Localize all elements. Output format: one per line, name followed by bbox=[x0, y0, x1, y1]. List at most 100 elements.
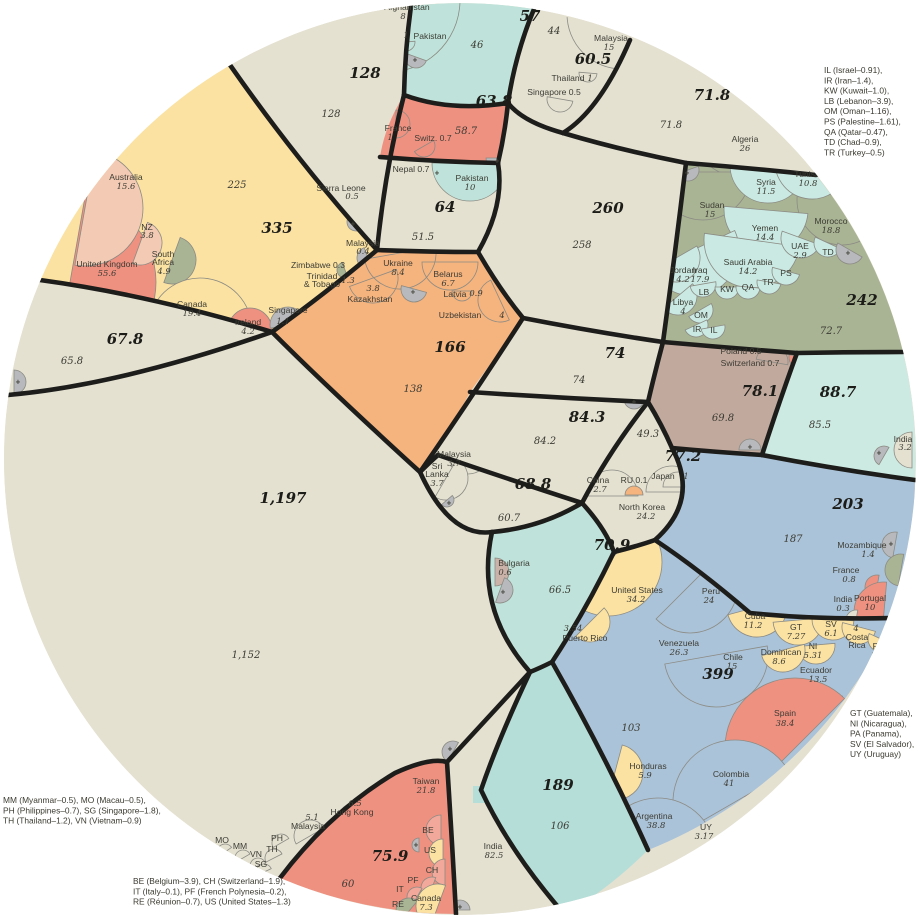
country-arc[interactable] bbox=[575, 607, 618, 650]
region-r-india[interactable] bbox=[447, 672, 565, 918]
label-subtotal: 66.5 bbox=[549, 585, 571, 596]
region-border bbox=[444, 669, 533, 765]
label-country: TH bbox=[266, 844, 277, 854]
label-country: Costa bbox=[846, 632, 869, 642]
country-arc[interactable] bbox=[431, 162, 508, 202]
country-arc[interactable] bbox=[269, 831, 290, 849]
label-total: 166 bbox=[434, 338, 466, 356]
country-arc[interactable] bbox=[441, 494, 457, 510]
region-r128[interactable] bbox=[230, 6, 411, 250]
country-arc[interactable] bbox=[545, 96, 574, 114]
label-country: 3.7 bbox=[430, 478, 444, 488]
region-r166[interactable] bbox=[272, 250, 523, 472]
region-r260[interactable] bbox=[478, 103, 686, 342]
region-border bbox=[417, 469, 495, 535]
label-country: 6.7 bbox=[441, 278, 455, 288]
label-country: 10 bbox=[465, 182, 476, 192]
country-arc[interactable] bbox=[735, 285, 761, 300]
country-arc[interactable] bbox=[851, 579, 888, 641]
label-country: 2.5 bbox=[870, 650, 884, 660]
label-country: 0.6 bbox=[498, 567, 512, 577]
country-arc[interactable] bbox=[880, 530, 898, 559]
region-border bbox=[611, 537, 658, 555]
country-arc[interactable] bbox=[755, 279, 782, 296]
teal-notch bbox=[473, 786, 508, 803]
country-arc[interactable] bbox=[882, 551, 905, 587]
label-country: Canada bbox=[411, 893, 441, 903]
region-r57[interactable] bbox=[404, 3, 534, 107]
region-r71-8[interactable] bbox=[563, 40, 816, 175]
label-total: 203 bbox=[831, 495, 863, 513]
region-border bbox=[683, 160, 819, 178]
country-arc[interactable] bbox=[413, 139, 439, 162]
country-arc[interactable] bbox=[451, 290, 473, 302]
country-arc[interactable] bbox=[421, 261, 479, 291]
country-arc[interactable] bbox=[769, 266, 801, 288]
legend-line: IL (Israel–0.91), bbox=[824, 65, 882, 75]
country-arc[interactable] bbox=[495, 577, 517, 607]
legend-line: IR (Iran–1.4), bbox=[824, 75, 873, 85]
region-border bbox=[660, 160, 689, 345]
label-subtotal: 44 bbox=[547, 26, 561, 37]
country-arc[interactable] bbox=[348, 268, 406, 310]
label-country: 18.8 bbox=[822, 225, 841, 235]
country-arc[interactable] bbox=[893, 431, 913, 469]
country-arc[interactable] bbox=[578, 71, 598, 83]
label-country: 4.2 bbox=[675, 274, 689, 284]
country-arc[interactable] bbox=[471, 279, 510, 329]
label-country: 82.5 bbox=[485, 850, 504, 860]
region-r60-5[interactable] bbox=[508, 9, 630, 133]
region-r77-2[interactable] bbox=[582, 402, 683, 552]
country-arc[interactable] bbox=[738, 438, 762, 451]
region-arcs-r70-9 bbox=[494, 557, 517, 607]
country-arc[interactable] bbox=[410, 878, 447, 918]
label-total: 63.8 bbox=[476, 92, 513, 110]
country-arc[interactable] bbox=[645, 465, 698, 493]
country-arc[interactable] bbox=[775, 230, 821, 263]
country-arc[interactable] bbox=[398, 285, 428, 305]
region-r78-1[interactable] bbox=[648, 342, 797, 455]
country-arc[interactable] bbox=[262, 846, 283, 863]
label-country: Iraq bbox=[693, 265, 708, 275]
label-country: 0.9 bbox=[469, 288, 483, 298]
label-country: Venezuela bbox=[659, 638, 699, 648]
label-country: Afghanistan bbox=[384, 2, 430, 12]
label-total: 60.5 bbox=[575, 50, 612, 68]
label-country: 13.5 bbox=[809, 674, 828, 684]
label-subtotal: 60.7 bbox=[498, 513, 521, 524]
country-arc[interactable] bbox=[318, 0, 476, 88]
legend-line: TD (Chad–0.9), bbox=[824, 137, 882, 147]
label-country: Malaysia bbox=[594, 33, 628, 43]
country-arc[interactable] bbox=[870, 442, 890, 466]
country-arc[interactable] bbox=[664, 645, 776, 715]
label-country: UAE bbox=[791, 241, 809, 251]
region-r75-9[interactable] bbox=[280, 760, 456, 914]
region-r1197[interactable] bbox=[4, 332, 530, 878]
label-country: Singapore bbox=[268, 305, 307, 315]
country-arc[interactable] bbox=[411, 837, 420, 853]
country-arc[interactable] bbox=[761, 643, 810, 677]
label-country: Bulgaria bbox=[498, 558, 530, 568]
region-r70-9[interactable] bbox=[487, 503, 614, 672]
country-arc[interactable] bbox=[438, 737, 460, 763]
country-arc[interactable] bbox=[131, 221, 168, 271]
legend-latin-america: GT (Guatemala),NI (Nicaragua),PA (Panama… bbox=[850, 708, 914, 759]
country-arc[interactable] bbox=[700, 324, 727, 341]
label-country: BE bbox=[422, 825, 434, 835]
region-arcs-r64 bbox=[431, 162, 508, 202]
region-r189[interactable] bbox=[481, 662, 648, 915]
country-arc[interactable] bbox=[831, 242, 863, 269]
label-subtotal: 1,152 bbox=[232, 650, 261, 661]
region-r88-7[interactable] bbox=[762, 352, 916, 480]
region-r63-8[interactable] bbox=[380, 95, 508, 163]
region-r74[interactable] bbox=[470, 318, 663, 402]
country-arc[interactable] bbox=[163, 236, 203, 290]
country-arc[interactable] bbox=[391, 893, 418, 918]
country-arc[interactable] bbox=[288, 814, 325, 845]
region-r67-8[interactable] bbox=[8, 280, 272, 395]
label-country: 3.8 bbox=[140, 230, 154, 240]
country-arc[interactable] bbox=[624, 485, 644, 496]
country-arc[interactable] bbox=[878, 657, 913, 691]
region-r203[interactable] bbox=[655, 448, 915, 619]
